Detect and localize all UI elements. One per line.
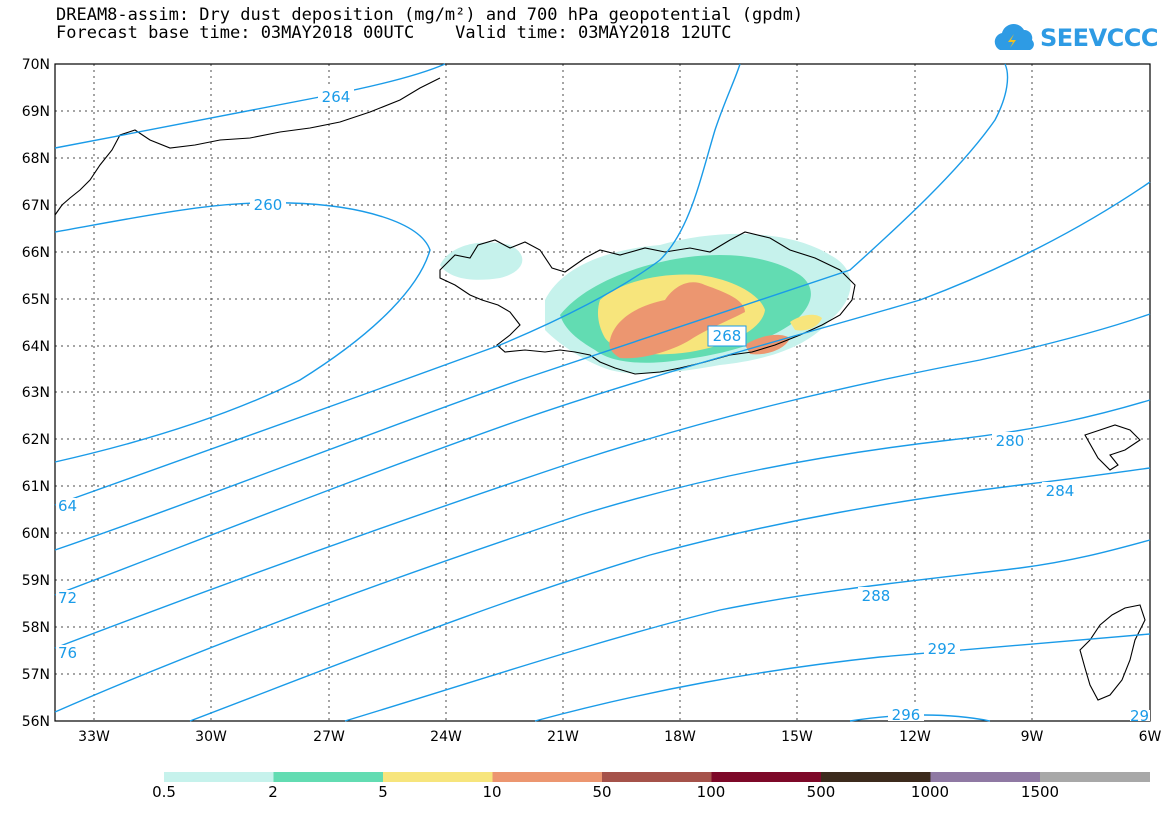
colorbar-swatch [1040,772,1150,782]
lat-label: 65N [22,292,50,308]
lat-label: 70N [22,57,50,73]
lat-label: 67N [22,198,50,214]
longitude-labels: 33W 30W 27W 24W 21W 18W 15W 12W 9W 6W [78,729,1161,745]
seevccc-logo: SEEVCCC [990,18,1159,58]
contour-labels: 264 260 268 280 284 288 292 296 64 72 76… [56,88,1150,725]
lat-label: 63N [22,385,50,401]
lat-label: 68N [22,151,50,167]
contour-label-296-edge: 29 [1130,707,1149,725]
colorbar-swatch [492,772,603,782]
contour-label-276-edge: 76 [58,644,77,662]
colorbar-swatch [821,772,931,782]
colorbar-swatch [930,772,1041,782]
map-subtitle: Forecast base time: 03MAY2018 00UTC Vali… [56,23,732,43]
colorbar-label: 10 [482,783,502,801]
lon-label: 15W [781,729,813,745]
colorbar-label: 0.5 [152,783,176,801]
lon-label: 18W [664,729,696,745]
colorbar-swatch [273,772,384,782]
lat-label: 61N [22,479,50,495]
lat-label: 58N [22,620,50,636]
geopotential-contours [54,63,1151,722]
logo-text: SEEVCCC [1040,24,1159,52]
contour-label-268: 268 [713,327,742,345]
lon-label: 12W [899,729,931,745]
lat-label: 60N [22,526,50,542]
lon-label: 24W [430,729,462,745]
lon-label: 27W [313,729,345,745]
colorbar-label: 100 [696,783,726,801]
lon-label: 30W [195,729,227,745]
colorbar-label: 2 [268,783,278,801]
contour-label-264: 264 [322,88,351,106]
lat-label: 69N [22,104,50,120]
coastlines [54,77,1146,701]
latitude-labels: 70N 69N 68N 67N 66N 65N 64N 63N 62N 61N … [22,57,50,730]
colorbar [164,772,1150,782]
colorbar-swatch [711,772,822,782]
colorbar-label: 50 [592,783,612,801]
contour-label-292: 292 [928,640,957,658]
lon-label: 21W [547,729,579,745]
contour-label-296: 296 [892,706,921,724]
lon-label: 33W [78,729,110,745]
lat-label: 66N [22,245,50,261]
colorbar-label: 500 [806,783,836,801]
contour-label-280: 280 [996,432,1025,450]
lon-label: 6W [1139,729,1162,745]
contour-label-284: 284 [1046,482,1075,500]
colorbar-swatch [164,772,274,782]
contour-label-288: 288 [862,587,891,605]
lon-label: 9W [1021,729,1044,745]
dust-deposition-field [440,233,851,374]
colorbar-label: 5 [378,783,388,801]
colorbar-label: 1000 [910,783,950,801]
contour-label-260: 260 [254,196,283,214]
lat-label: 56N [22,714,50,730]
map-title: DREAM8-assim: Dry dust deposition (mg/m²… [56,5,804,25]
contour-label-272-edge: 72 [58,589,77,607]
contour-label-264-edge: 64 [58,497,77,515]
lat-label: 59N [22,573,50,589]
cloud-icon [994,24,1034,50]
lat-label: 62N [22,432,50,448]
colorbar-label: 1500 [1020,783,1060,801]
lat-label: 64N [22,339,50,355]
colorbar-swatch [602,772,712,782]
lat-label: 57N [22,667,50,683]
colorbar-swatch [383,772,493,782]
